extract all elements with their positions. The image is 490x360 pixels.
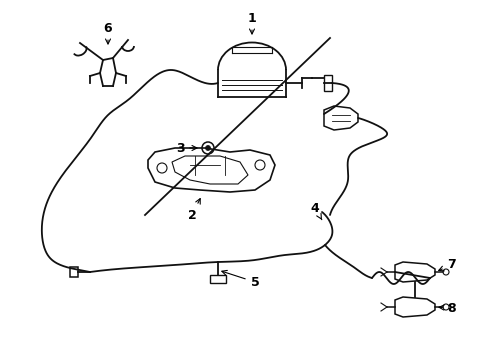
Text: 4: 4 <box>311 202 322 220</box>
Text: 3: 3 <box>176 141 197 154</box>
Text: 2: 2 <box>188 199 200 221</box>
Text: 5: 5 <box>222 270 259 288</box>
Text: 1: 1 <box>247 12 256 34</box>
Text: 7: 7 <box>439 258 456 271</box>
Text: 6: 6 <box>104 22 112 44</box>
Circle shape <box>205 145 211 150</box>
Text: 8: 8 <box>439 302 456 315</box>
